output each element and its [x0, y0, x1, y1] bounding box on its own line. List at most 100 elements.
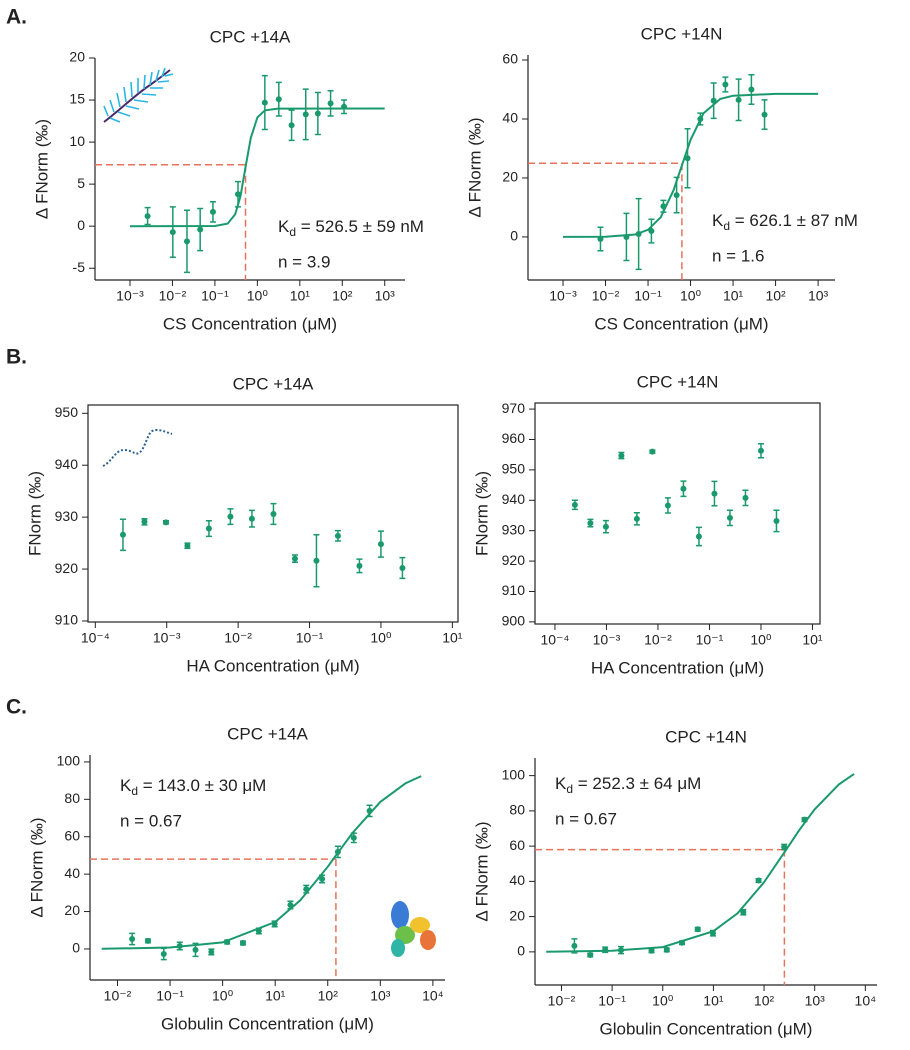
data-point: [288, 122, 295, 129]
data-point: [761, 111, 768, 118]
y-tick-label: 0: [72, 940, 80, 956]
y-tick-label: 910: [502, 582, 526, 598]
data-point: [740, 909, 747, 916]
data-point: [635, 230, 642, 237]
y-tick-label: 0: [517, 943, 525, 959]
x-tick-label: 10²: [332, 288, 353, 304]
data-point: [587, 520, 594, 527]
y-tick-label: 5: [77, 175, 85, 191]
data-point: [742, 494, 749, 501]
data-point: [648, 228, 655, 235]
y-tick-label: 900: [502, 613, 526, 629]
data-point: [602, 946, 609, 953]
data-point: [801, 816, 808, 823]
y-tick-label: 60: [509, 837, 525, 853]
y-tick-label: 20: [64, 902, 80, 918]
y-axis-label: FNorm (‰): [25, 471, 44, 556]
data-point: [660, 203, 667, 210]
annotation-part: K: [120, 776, 132, 795]
plot-frame: [534, 402, 821, 625]
x-tick-label: 10¹: [265, 988, 286, 1004]
y-tick-label: 970: [502, 400, 526, 416]
annotation-part: K: [555, 774, 567, 793]
data-point: [571, 501, 578, 508]
x-axis-label: HA Concentration (μM): [591, 658, 764, 677]
data-point: [129, 936, 136, 943]
data-point: [255, 927, 262, 934]
data-point: [209, 208, 216, 215]
y-tick-label: 920: [502, 552, 526, 568]
y-axis-label: Δ FNorm (‰): [27, 817, 46, 917]
data-point: [197, 226, 204, 233]
x-axis-label: Globulin Concentration (μM): [600, 1019, 813, 1038]
data-point: [648, 947, 655, 954]
data-point: [773, 517, 780, 524]
chart-title: CPC +14N: [641, 24, 723, 43]
annotation: Kd = 526.5 ± 59 nM: [278, 217, 424, 239]
data-point: [633, 515, 640, 522]
y-axis-label: Δ FNorm (‰): [32, 119, 51, 219]
x-tick-label: 10⁻¹: [696, 632, 724, 648]
data-point: [597, 236, 604, 243]
x-tick-label: 10⁰: [680, 288, 702, 304]
data-point: [235, 191, 242, 198]
x-tick-label: 10⁴: [855, 993, 877, 1009]
annotation: n = 3.9: [278, 252, 330, 271]
data-point: [710, 97, 717, 104]
y-tick-label: 10: [69, 133, 85, 149]
x-tick-label: 10³: [370, 988, 391, 1004]
x-tick-label: 10⁻³: [549, 288, 577, 304]
plot-frame: [87, 404, 459, 623]
y-tick-label: 100: [502, 766, 526, 782]
data-point: [224, 939, 231, 946]
panel-label: C.: [6, 696, 27, 719]
fit-curve: [546, 773, 855, 953]
data-point: [192, 946, 199, 953]
x-tick-label: 10⁻³: [153, 630, 181, 646]
data-point: [663, 946, 670, 953]
data-point: [684, 155, 691, 162]
annotation-part: K: [712, 211, 724, 230]
data-point: [709, 930, 716, 937]
data-point: [205, 525, 212, 532]
annotation: n = 0.67: [120, 811, 182, 830]
annotation-part: = 526.5 ± 59 nM: [296, 217, 424, 236]
data-point: [755, 877, 762, 884]
x-tick-label: 10¹: [703, 993, 724, 1009]
data-point: [618, 947, 625, 954]
x-tick-label: 10³: [808, 288, 829, 304]
annotation: Kd = 252.3 ± 64 μM: [555, 774, 701, 796]
x-tick-label: 10⁻²: [644, 632, 672, 648]
y-tick-label: 910: [55, 612, 79, 628]
annotation-subscript: d: [723, 219, 730, 233]
x-axis-label: HA Concentration (μM): [186, 656, 359, 675]
data-point: [711, 490, 718, 497]
x-tick-label: 10²: [754, 993, 775, 1009]
chart-title: CPC +14A: [233, 374, 314, 393]
y-tick-label: -5: [73, 259, 86, 275]
data-point: [781, 844, 788, 851]
x-tick-label: 10⁻²: [224, 630, 252, 646]
x-tick-label: 10⁻⁴: [540, 632, 569, 648]
y-tick-label: 940: [502, 491, 526, 507]
annotation-part: K: [278, 217, 290, 236]
data-point: [261, 99, 268, 106]
panel-label: A.: [6, 6, 27, 29]
fit-curve: [129, 107, 385, 228]
y-tick-label: 40: [509, 872, 525, 888]
x-tick-label: 10²: [318, 988, 339, 1004]
annotation-subscript: d: [566, 782, 573, 796]
annotation-subscript: d: [289, 225, 296, 239]
data-point: [748, 86, 755, 93]
data-point: [144, 213, 151, 220]
data-point: [169, 229, 176, 236]
y-tick-label: 60: [502, 51, 518, 67]
data-point: [571, 942, 578, 949]
data-point: [726, 514, 733, 521]
data-point: [649, 448, 656, 455]
data-point: [291, 555, 298, 562]
data-point: [673, 192, 680, 199]
data-point: [144, 937, 151, 944]
x-tick-label: 10⁻⁴: [81, 630, 110, 646]
data-point: [275, 96, 282, 103]
